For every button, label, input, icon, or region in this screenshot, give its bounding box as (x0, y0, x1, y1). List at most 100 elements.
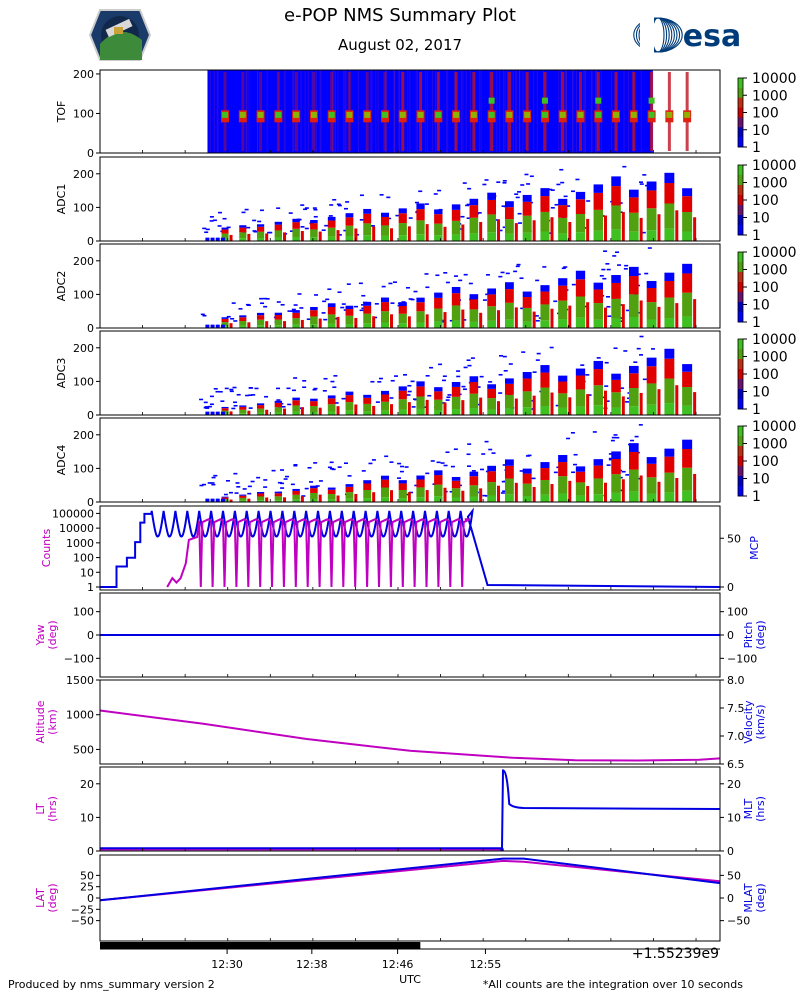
right-tick-label: 0 (727, 892, 734, 905)
adc-bar (310, 499, 318, 502)
adc-bar (540, 406, 550, 415)
adc-bar (558, 285, 568, 301)
right-tick-label: 50 (727, 532, 741, 545)
adc-bar (487, 199, 496, 215)
adc-bar (593, 385, 603, 406)
adc-bar (593, 369, 603, 386)
adc-bar (504, 465, 514, 479)
adc-bar (416, 297, 425, 303)
colorbar-tick-label: 1 (752, 315, 761, 331)
adc-bar (221, 322, 229, 327)
adc-bar (416, 209, 425, 221)
adc-bar (540, 291, 550, 305)
adc-bar (540, 320, 550, 328)
adc-bar (540, 285, 550, 292)
adc-bar (256, 224, 265, 227)
adc-bar (292, 310, 300, 313)
adc-bar (363, 490, 372, 499)
adc-bar (628, 276, 639, 295)
colorbar-tick-label: 100 (752, 193, 779, 209)
colorbar-tick-label: 1 (752, 402, 761, 418)
left-tick-label: 10000 (59, 522, 94, 535)
adc-bar (292, 312, 300, 319)
adc-bar (239, 413, 247, 415)
adc-bar (416, 487, 425, 498)
colorbar-tick-label: 10 (752, 123, 770, 139)
adc-bar (416, 408, 425, 415)
adc-bar (310, 306, 318, 311)
adc-bar (469, 376, 479, 383)
adc-bar (221, 410, 229, 414)
adc-bar (628, 406, 639, 415)
panel-frame-tof (99, 69, 721, 154)
adc-bar (451, 497, 461, 502)
y-tick-label: 0 (87, 409, 94, 422)
adc-bar (416, 386, 425, 397)
adc-bar (256, 405, 265, 409)
adc-bar (593, 405, 603, 415)
adc-bar (611, 282, 621, 299)
adc-bar (540, 231, 550, 241)
right-tick-label: 7.5 (727, 702, 745, 715)
adc-bar (434, 209, 443, 215)
adc-bar (593, 289, 603, 304)
adc-bar (274, 500, 283, 502)
adc-bar (451, 234, 461, 241)
adc-bar (469, 485, 479, 497)
adc-bar (380, 479, 390, 488)
adc-bar (363, 313, 372, 324)
adc-bar (292, 400, 300, 406)
adc-bar (310, 324, 318, 328)
adc-bar (487, 495, 496, 502)
adc-bar (451, 409, 461, 415)
adc-bar (416, 234, 425, 241)
adc-bar (646, 366, 657, 384)
adc-bar (664, 228, 675, 241)
adc-bar (451, 476, 461, 481)
adc-bar (327, 411, 336, 415)
adc-bar (274, 224, 283, 231)
right-axis-label: Velocity(km/s) (742, 700, 767, 744)
adc-bar (682, 387, 693, 406)
adc-bar (628, 388, 639, 407)
adc-bar (380, 475, 390, 480)
adc-bar (327, 499, 336, 502)
adc-bar (221, 317, 229, 319)
adc-bar (274, 319, 283, 326)
adc-bar (345, 492, 354, 499)
y-axis-label-adc2: ADC2 (55, 271, 68, 302)
adc-bar (628, 212, 639, 232)
left-tick-label: 20 (80, 778, 94, 791)
adc-bar (398, 306, 407, 314)
adc-bar (487, 409, 496, 415)
adc-bar (239, 238, 247, 241)
adc-bar (540, 372, 550, 388)
x-tick-label: 12:55 (470, 958, 502, 971)
left-tick-label: −100 (64, 652, 94, 665)
adc-bar (434, 297, 443, 309)
left-tick-label: 100000 (52, 507, 94, 520)
left-tick-label: −25 (71, 903, 94, 916)
panel-frame-adc2 (99, 243, 721, 329)
x-tick-label: 12:38 (296, 958, 328, 971)
adc-bar (310, 488, 318, 494)
adc-bar (239, 315, 247, 318)
left-axis-label: Yaw(deg) (34, 620, 59, 649)
adc-bar (575, 232, 586, 241)
adc-bar (593, 230, 603, 241)
adc-bar (611, 379, 621, 393)
adc-bar (256, 315, 265, 320)
adc-bar (345, 235, 354, 241)
adc-bar (363, 498, 372, 502)
adc-bar (363, 223, 372, 236)
adc-bar (239, 406, 247, 410)
adc-bar (345, 225, 354, 236)
adc-bar (345, 213, 354, 218)
adc-bar (292, 397, 300, 401)
adc-bar (380, 394, 390, 402)
right-tick-label: 20 (727, 778, 741, 791)
adc-bar (664, 272, 675, 281)
colorbar-tick-label: 100 (752, 367, 779, 383)
